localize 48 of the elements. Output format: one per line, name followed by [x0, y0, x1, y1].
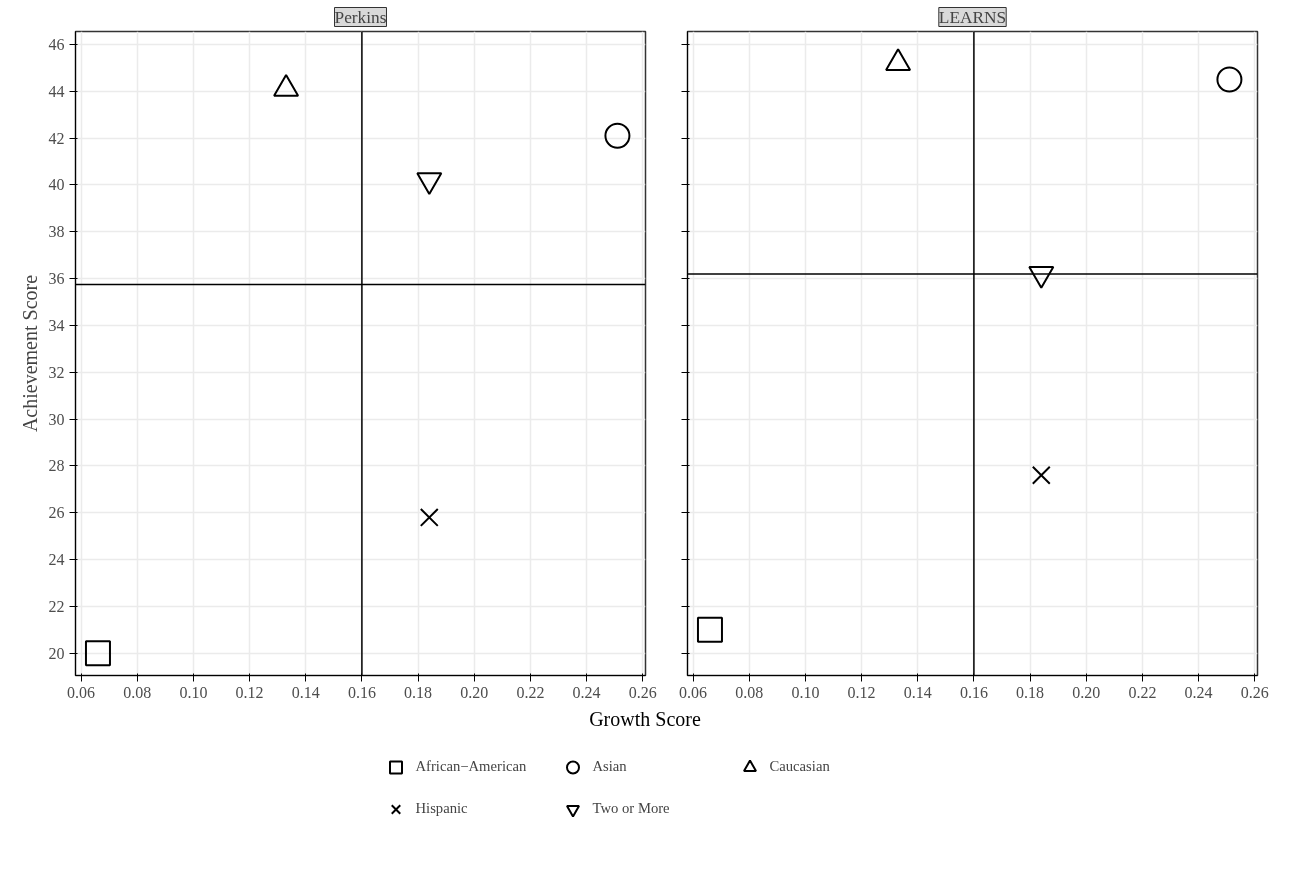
y-tick-label: 30	[48, 410, 65, 428]
y-tick-label: 46	[48, 35, 65, 53]
x-tick-label: 0.08	[735, 683, 764, 701]
y-tick-label: 28	[48, 457, 65, 475]
x-tick-label: 0.18	[404, 683, 433, 701]
x-tick-label: 0.18	[1016, 683, 1045, 701]
legend-label: African−American	[415, 758, 528, 775]
x-axis-title: Growth Score	[589, 707, 701, 732]
x-tick-label: 0.12	[847, 683, 876, 701]
x-tick-label: 0.06	[67, 683, 96, 701]
y-tick-label: 38	[48, 223, 65, 241]
x-tick-label: 0.08	[123, 683, 152, 701]
legend-label: Caucasian	[769, 758, 831, 775]
y-axis-title: Achievement Score	[18, 274, 41, 433]
chart-title: Perkins	[334, 7, 387, 27]
y-tick-label: 42	[48, 129, 65, 147]
x-tick-label: 0.20	[460, 683, 489, 701]
y-tick-label: 20	[48, 644, 65, 662]
y-tick-label: 36	[48, 270, 65, 288]
legend-label: Asian	[592, 758, 628, 775]
x-tick-label: 0.24	[1184, 683, 1213, 701]
point	[84, 640, 111, 667]
y-tick-label: 24	[48, 551, 65, 569]
y-tick-label: 34	[48, 316, 65, 334]
y-tick-label: 40	[48, 176, 65, 194]
x-tick-label: 0.26	[628, 683, 657, 701]
y-tick-label: 44	[48, 82, 65, 100]
x-tick-label: 0.24	[572, 683, 601, 701]
point	[604, 122, 631, 149]
x-tick-label: 0.26	[1240, 683, 1269, 701]
chart-title: LEARNS	[938, 7, 1007, 27]
x-tick-label: 0.16	[347, 683, 376, 701]
x-tick-label: 0.16	[959, 683, 988, 701]
y-tick-label: 26	[48, 504, 65, 522]
x-tick-label: 0.14	[291, 683, 320, 701]
point	[419, 507, 439, 527]
x-tick-label: 0.14	[903, 683, 932, 701]
x-tick-label: 0.10	[179, 683, 208, 701]
x-tick-label: 0.12	[235, 683, 264, 701]
y-tick-label: 22	[48, 597, 65, 615]
x-tick-label: 0.22	[516, 683, 545, 701]
y-tick-label: 32	[48, 363, 65, 381]
x-tick-label: 0.06	[679, 683, 708, 701]
x-tick-label: 0.20	[1072, 683, 1101, 701]
legend-label: Hispanic	[415, 800, 469, 817]
x-tick-label: 0.10	[791, 683, 820, 701]
x-tick-label: 0.22	[1128, 683, 1157, 701]
legend-label: Two or More	[592, 800, 671, 817]
